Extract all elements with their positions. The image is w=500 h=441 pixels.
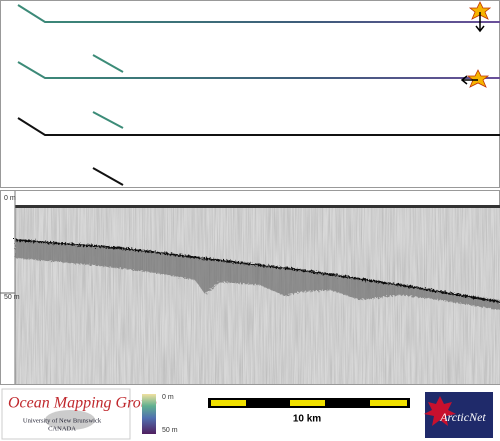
color-scale-label: 50 m [162, 427, 178, 434]
scale-bar-label: 10 km [293, 414, 321, 425]
track-panel [0, 0, 500, 188]
track-segment [92, 167, 124, 186]
partner-label: ArcticNet [439, 410, 486, 424]
sediment-layer [15, 240, 500, 310]
depth-label: 0 m [4, 195, 16, 202]
logo-title: Ocean Mapping Group [8, 395, 157, 412]
scale-bar [208, 398, 410, 408]
color-scale-label: 0 m [162, 394, 174, 401]
track-segment [92, 111, 124, 129]
color-scale [142, 394, 156, 434]
track-line [17, 117, 500, 136]
surface-return [15, 205, 500, 208]
track-segment [92, 54, 124, 73]
position-marker [460, 69, 490, 88]
logo-subtitle: University of New Brunswick [23, 417, 102, 424]
depth-label: 50 m [4, 294, 20, 301]
position-marker [468, 1, 492, 33]
track-line [17, 4, 500, 23]
logo-country: CANADA [48, 425, 76, 432]
arcticnet-logo: ArcticNet [424, 392, 493, 438]
track-line [17, 61, 500, 79]
seabed [14, 239, 500, 303]
omg-logo: Ocean Mapping Group University of New Br… [1, 388, 157, 440]
